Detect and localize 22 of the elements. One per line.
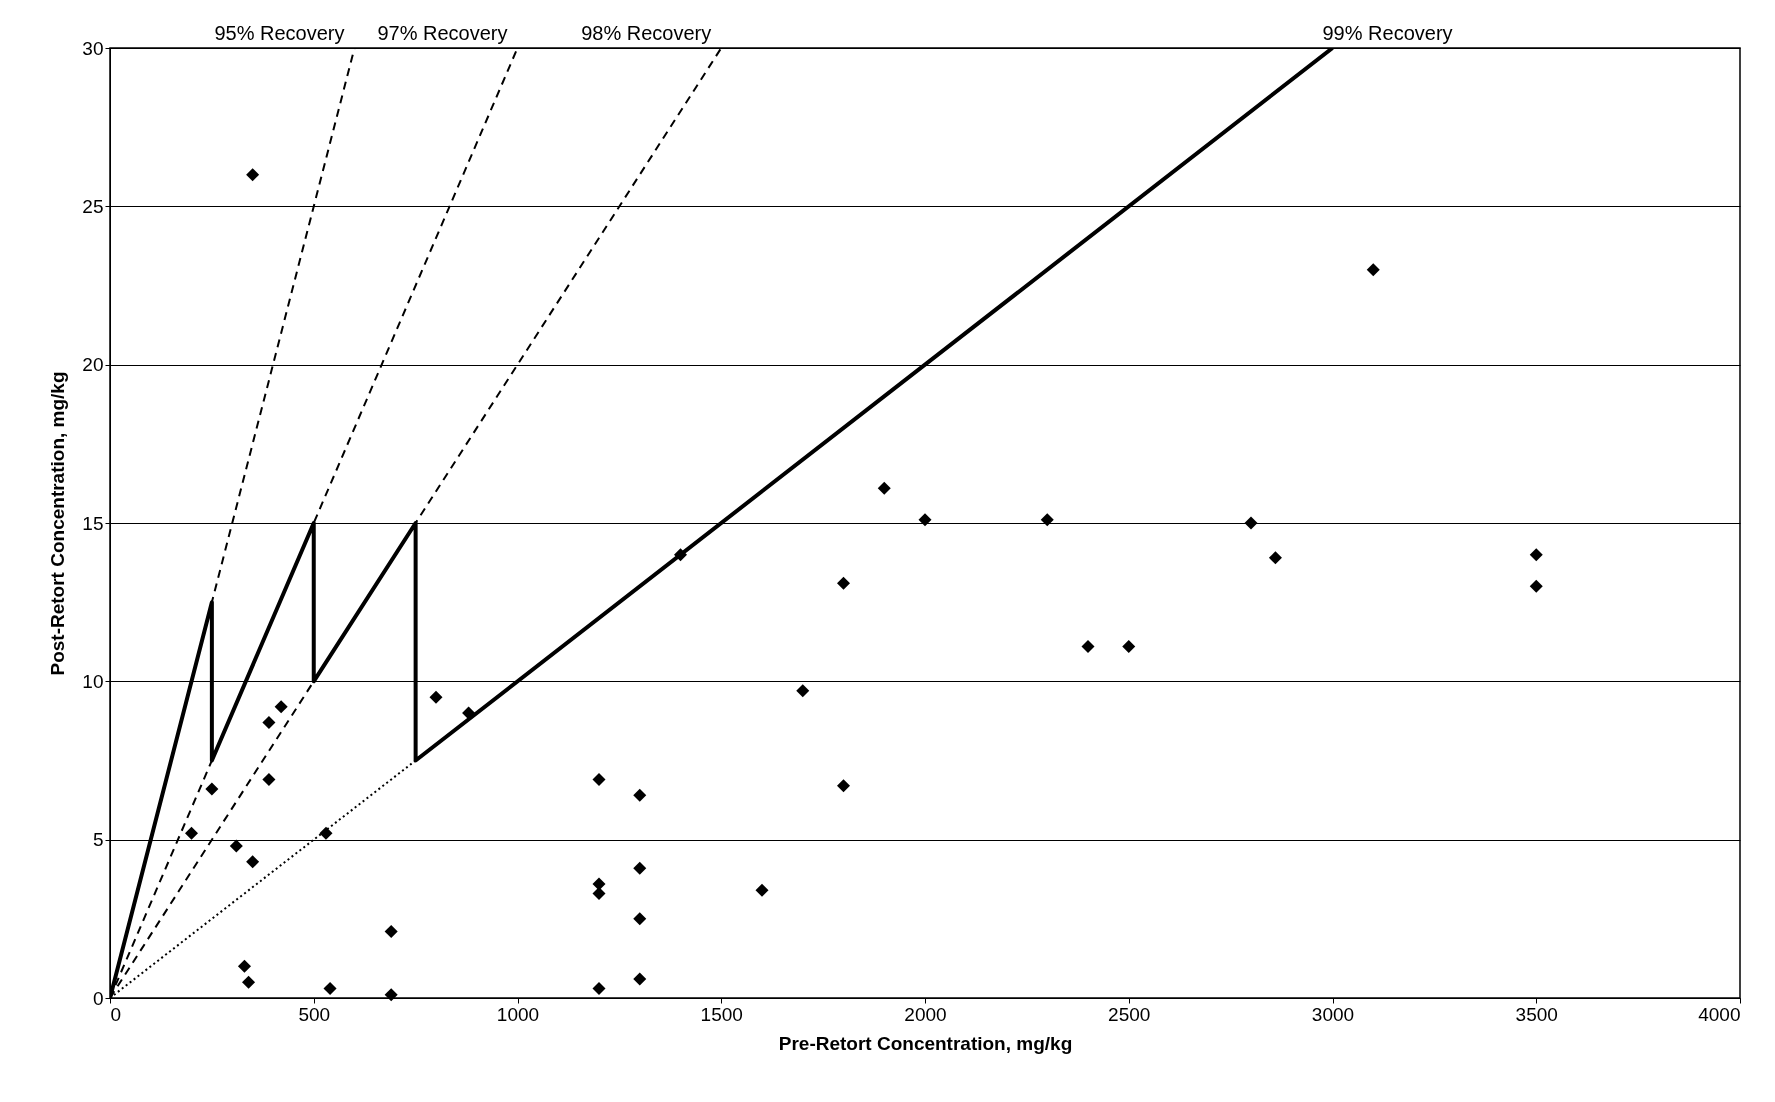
y-tick-label: 30	[82, 37, 104, 59]
annotation: 98% Recovery	[581, 22, 712, 44]
y-tick-label: 20	[82, 354, 104, 376]
annotation: 95% Recovery	[214, 22, 345, 44]
x-axis-title: Pre-Retort Concentration, mg/kg	[778, 1032, 1073, 1054]
y-axis-title: Post-Retort Concentration, mg/kg	[47, 371, 69, 676]
x-tick-label: 1000	[496, 1003, 540, 1025]
annotation: 99% Recovery	[1322, 22, 1453, 44]
y-tick-label: 25	[82, 195, 104, 217]
x-tick-label: 3500	[1515, 1003, 1558, 1025]
x-tick-label: 3000	[1311, 1003, 1355, 1025]
annotation: 97% Recovery	[377, 22, 508, 44]
y-tick-label: 0	[92, 987, 104, 1009]
x-tick-label: 1500	[700, 1003, 743, 1025]
y-tick-label: 10	[82, 670, 104, 692]
x-tick-label: 2000	[904, 1003, 947, 1025]
y-tick-label: 5	[92, 829, 104, 851]
x-tick-label: 500	[298, 1003, 331, 1025]
x-tick-label: 2500	[1108, 1003, 1151, 1025]
y-tick-label: 15	[82, 512, 104, 534]
x-tick-label: 0	[110, 1003, 122, 1025]
x-tick-label: 4000	[1698, 1003, 1741, 1025]
